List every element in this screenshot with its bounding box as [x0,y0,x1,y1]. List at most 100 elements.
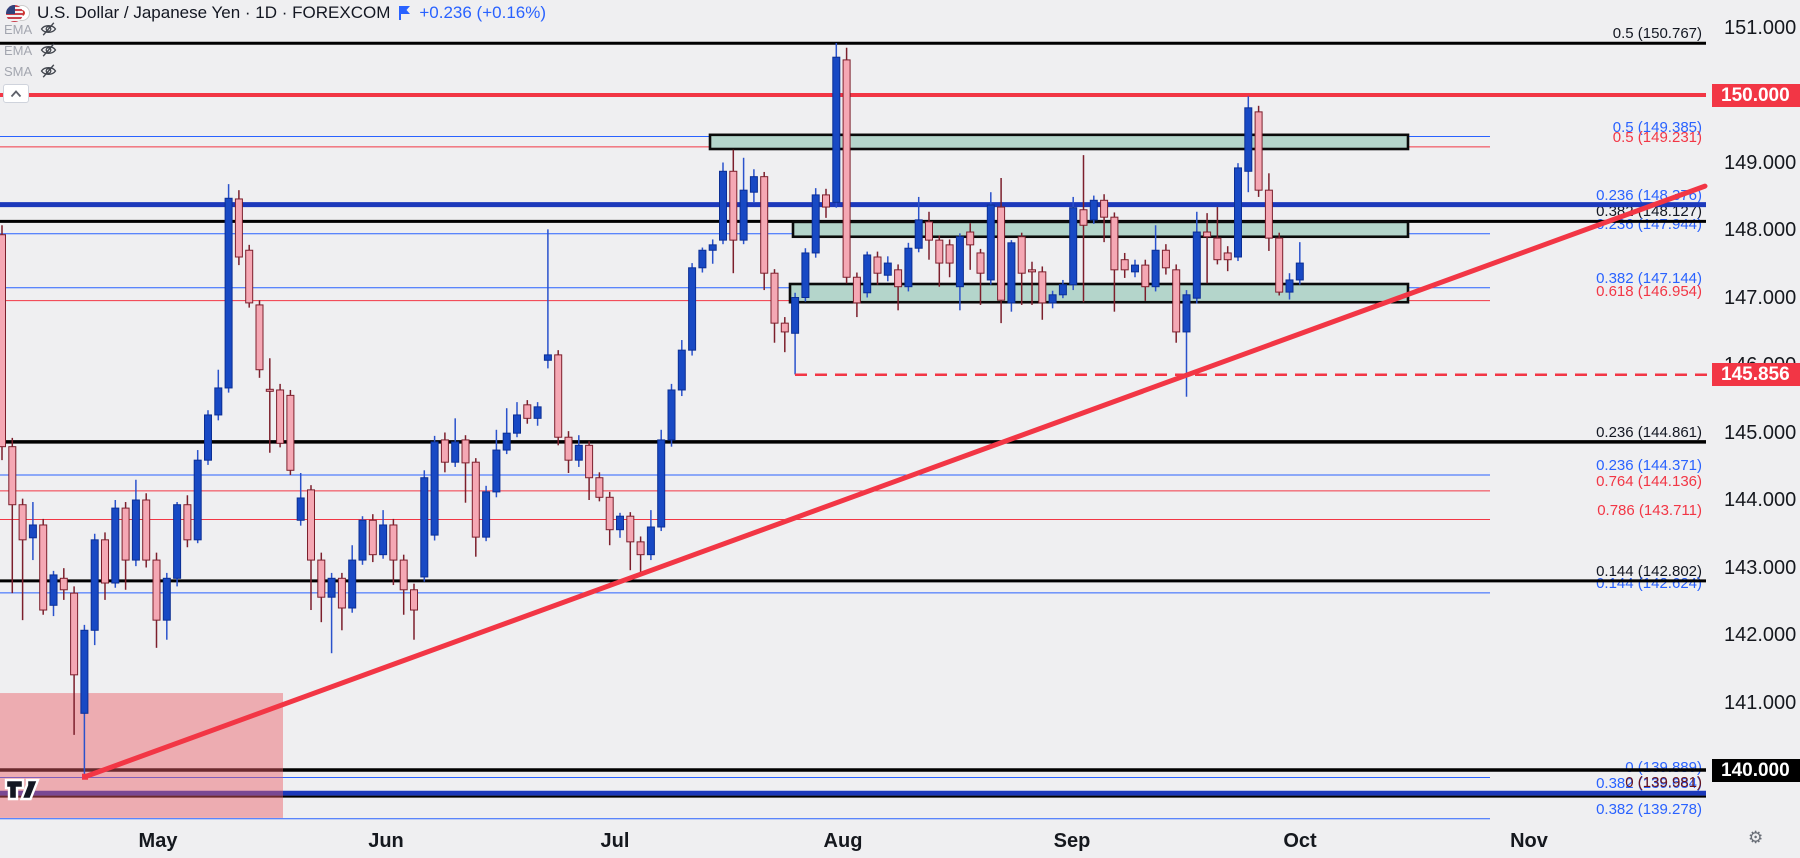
indicator-row-ema-1[interactable]: EMA [4,21,57,37]
symbol-title[interactable]: U.S. Dollar / Japanese Yen · 1D · FOREXC… [37,3,391,22]
candle-body [296,497,305,521]
fib-level-label: 0.144 (142.802) [1596,562,1702,580]
candle-body [255,304,264,371]
time-axis-month-label[interactable]: Jun [368,830,404,852]
candle-body [337,577,346,609]
candle-body [986,204,995,281]
candle-body [1069,207,1078,286]
indicator-row-sma[interactable]: SMA [4,63,57,79]
candle-body [224,197,233,389]
candle-body [193,459,202,541]
candle-body [0,234,6,448]
trendline[interactable] [82,183,1708,780]
candle-body [39,524,48,611]
candle-body [935,239,944,264]
time-axis-settings-gear-icon[interactable]: ⚙ [1748,828,1764,847]
fib-level-label: 0.618 (146.954) [1596,282,1702,300]
fib-level-label: 0 (139.981) [1625,774,1702,791]
candle-body [461,439,470,464]
candle-body [276,389,285,444]
candle-body [605,496,614,531]
price-axis-tick[interactable]: 143.000 [1724,556,1797,579]
candle-body [904,247,913,288]
price-axis-tick[interactable]: 144.000 [1724,489,1797,511]
fib-level-label: 0.5 (150.767) [1612,25,1702,43]
candle-body [1017,236,1026,274]
candle-body [286,394,295,471]
candle-body [636,541,645,556]
candle-body [430,441,439,536]
candle-body [451,441,460,463]
candle-body [1131,264,1139,273]
candle-body [832,56,841,203]
price-axis-tick[interactable]: 142.000 [1724,624,1797,646]
time-axis-month-label[interactable]: Aug [823,830,863,852]
indicator-label: EMA [4,42,33,58]
candle-body [883,262,892,276]
time-axis-month-label[interactable]: Oct [1283,830,1317,852]
price-axis-tick[interactable]: 141.000 [1724,691,1797,714]
time-axis-month-label[interactable]: Jul [600,830,630,852]
candle-body [1203,231,1212,238]
candle-body [976,252,985,274]
tradingview-logo[interactable] [4,776,46,806]
candle-body [1120,259,1129,271]
candle-body [822,194,830,208]
candle-body [1234,167,1242,258]
candle-body [1182,294,1191,333]
price-axis-tick[interactable]: 147.000 [1724,286,1797,309]
candle-body [1028,269,1036,273]
eye-off-icon[interactable] [40,21,57,37]
candle-body [616,515,624,531]
candle-body [1223,252,1232,261]
candle-body [379,524,388,556]
candle-body [348,559,357,609]
candle-body [966,231,975,246]
candle-body [142,499,151,561]
symbol-header: U.S. Dollar / Japanese Yen · 1D · FOREXC… [6,3,546,23]
candle-body [533,406,542,419]
candle-body [327,577,336,598]
price-axis-tick[interactable]: 145.000 [1724,421,1797,444]
indicator-label: EMA [4,21,33,37]
candle-body [1275,237,1284,293]
candle-body [183,504,192,541]
candle-body [719,170,727,241]
candle-body [152,559,161,621]
time-axis-month-label[interactable]: Sep [1053,830,1091,852]
candle-body [677,349,686,391]
candle-body [1141,264,1150,288]
fib-level-label: 0.5 (149.231) [1612,128,1702,146]
time-axis-month-label[interactable]: May [138,830,178,852]
collapse-indicators-button[interactable] [3,84,29,103]
candle-body [1007,242,1016,304]
supply-demand-zone[interactable] [791,220,1410,239]
trendline-anchor[interactable] [82,773,88,780]
price-axis-tick[interactable]: 149.000 [1724,151,1797,174]
flag-icon[interactable] [397,5,412,21]
candle-body [955,236,964,288]
eye-off-icon[interactable] [40,42,57,58]
indicator-row-ema-2[interactable]: EMA [4,42,57,58]
candle-body [1213,237,1222,261]
candle-body [101,539,109,584]
price-axis-tick[interactable]: 151.000 [1724,16,1797,39]
price-axis-tick[interactable]: 148.000 [1724,219,1797,241]
supply-demand-zone[interactable] [708,133,1410,151]
candle-body [471,461,480,538]
candle-body [1110,216,1119,271]
candle-body [131,499,140,561]
candle-body [1079,209,1088,226]
candle-body [214,387,223,416]
candle-body [492,449,501,493]
eye-off-icon[interactable] [40,63,57,79]
candle-body [749,176,758,193]
candle-body [1089,199,1098,221]
candle-body [626,515,635,543]
candle-body [28,524,37,539]
time-axis-month-label[interactable]: Nov [1510,830,1548,852]
candle-body [162,577,171,621]
candle-body [513,414,521,434]
candle-body [49,574,58,606]
